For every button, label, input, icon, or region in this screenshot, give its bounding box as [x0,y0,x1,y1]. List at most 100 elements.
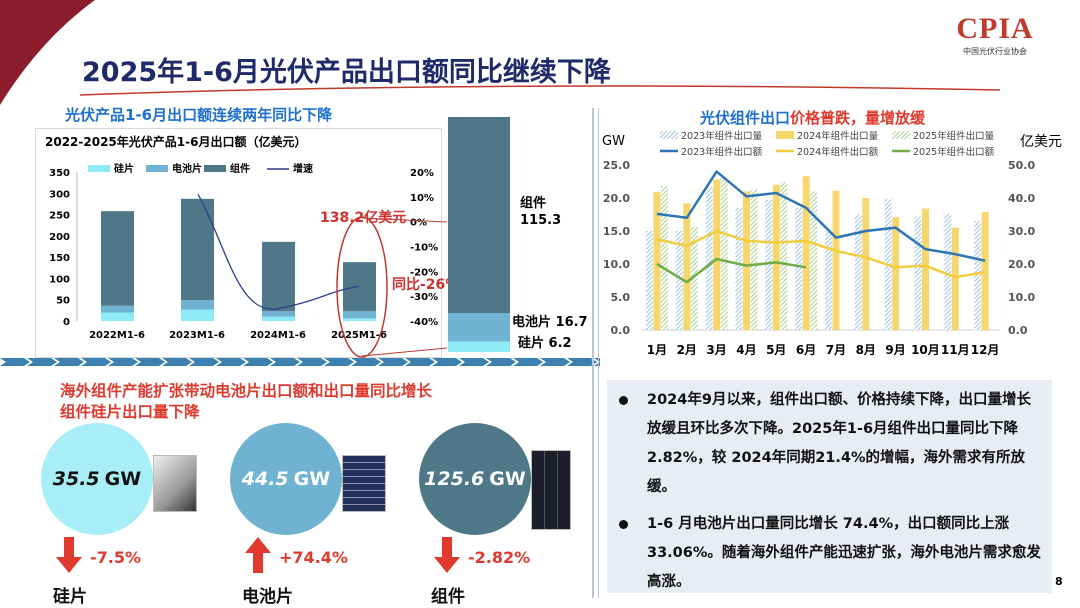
volume-bar [653,192,661,330]
bar-segment [343,311,376,319]
y-tick: 50 [56,296,70,307]
bar-segment [181,300,214,310]
legend-label: 2023年组件出口量 [681,130,763,142]
x-tick: 1月 [647,343,667,357]
bar-segment [181,309,214,321]
arrow-strip [81,358,111,366]
arrow-strip [486,358,516,366]
legend-label: 2025年组件出口额 [913,146,995,158]
arrow-strip [432,358,462,366]
arrow-strip [27,358,57,366]
volume-bar [862,198,870,330]
x-tick: 2025M1-6 [331,330,387,341]
y-tick: 150 [49,253,70,264]
arrow-strip [243,358,273,366]
arrow-strip [540,358,570,366]
left-chart-frame [35,128,442,358]
arrow-strip [54,358,84,366]
y2-tick: 0.0 [1008,324,1028,337]
arrow-strip [378,358,408,366]
volume-bar [675,231,683,330]
volume-bar [765,199,773,330]
y2-tick: 30.0 [1008,225,1035,238]
bottom-subtitle: 海外组件产能扩张带动电池片出口额和出口量同比增长 组件硅片出口量下降 [60,382,433,421]
bar-segment [262,241,295,312]
bullet-cell: 1-6 月电池片出口量同比增长 74.4%，出口额同比上涨33.06%。随着海外… [607,510,1044,597]
y2-tick: 0% [410,218,427,229]
arrow-strip [297,358,327,366]
zoom-bar-segment [448,117,510,314]
change-percent: -7.5% [90,548,142,567]
chart-title: 2022-2025年光伏产品1-6月出口额（亿美元） [45,134,306,149]
volume-bar [802,176,810,330]
cpia-logo: CPIA 中国光伏行业协会 [956,12,1034,56]
module-export-chart: GW 亿美元 0.0 5.0 10.0 15.0 20.0 25.0 0.0 10.0 20.0 30… [602,130,1062,357]
x-tick: 9月 [885,343,905,357]
volume-bar [825,231,832,330]
volume-bar [772,184,780,330]
volume-bar [981,211,989,330]
zoom-bar-segment [448,313,510,342]
stat-circle: 35.5 GW [41,423,153,535]
arrow-strip [567,358,597,366]
y-axis-label: GW [602,134,625,149]
stat-circle: 44.5 GW [230,423,342,535]
arrow-strip [459,358,489,366]
divider [592,108,594,598]
legend-swatch [776,131,794,139]
y-tick: 5.0 [611,291,631,304]
bar-segment [262,316,295,321]
value-line [656,229,986,279]
arrow-strip [216,358,246,366]
y2-tick: 10% [410,193,434,204]
volume-bar [832,190,840,330]
x-tick: 5月 [766,343,786,357]
arrow-strip [0,358,30,366]
change-percent: -2.82% [468,548,531,567]
volume-bar [646,231,653,330]
product-label: 硅片 [53,587,87,607]
export-value-chart: 2022-2025年光伏产品1-6月出口额（亿美元） 350 300 250 200 15… [0,117,600,366]
arrow-up-icon [245,537,271,573]
product-label: 组件 [431,587,465,607]
volume-bar [914,216,922,330]
cell-image [342,455,386,512]
x-tick: 2024M1-6 [250,330,306,341]
bar-segment [262,311,295,317]
arrow-strip [513,358,543,366]
y-tick: 25.0 [603,159,630,172]
x-tick: 6月 [796,343,816,357]
legend-swatch [88,165,110,172]
arrow-strip [324,358,354,366]
arrow-strip [351,358,381,366]
change-percent: +74.4% [279,548,348,567]
volume-bar [944,213,952,330]
volume-bar [705,187,713,330]
right-title: 光伏组件出口价格普跌，量增放缓 [700,109,926,127]
total-annotation: 138.2亿美元 [320,209,406,226]
volume-bar [750,189,758,330]
arrow-down-icon [56,537,82,573]
legend-label: 硅片 [114,162,134,175]
y-tick: 100 [49,274,70,285]
arrow-strip [405,358,435,366]
volume-bar [720,178,728,330]
y-tick: 0.0 [611,324,631,337]
decorative-swoosh [0,0,1001,105]
y-tick: 15.0 [603,225,630,238]
y-tick: 350 [49,168,70,179]
volume-bar [683,203,691,330]
y2-tick: 20.0 [1008,258,1035,271]
bar-segment [343,318,376,321]
page-number: 8 [1055,575,1063,588]
volume-bar [951,227,959,330]
y2-tick: 50.0 [1008,159,1035,172]
bar-segment [343,262,376,312]
volume-bar [690,227,698,330]
x-tick: 2023M1-6 [169,330,225,341]
y-tick: 200 [49,232,70,243]
legend-label: 组件 [230,162,250,175]
y-tick: 20.0 [603,192,630,205]
y2-tick: 20% [410,168,434,179]
stat-circle: 125.6 GW [419,423,531,535]
